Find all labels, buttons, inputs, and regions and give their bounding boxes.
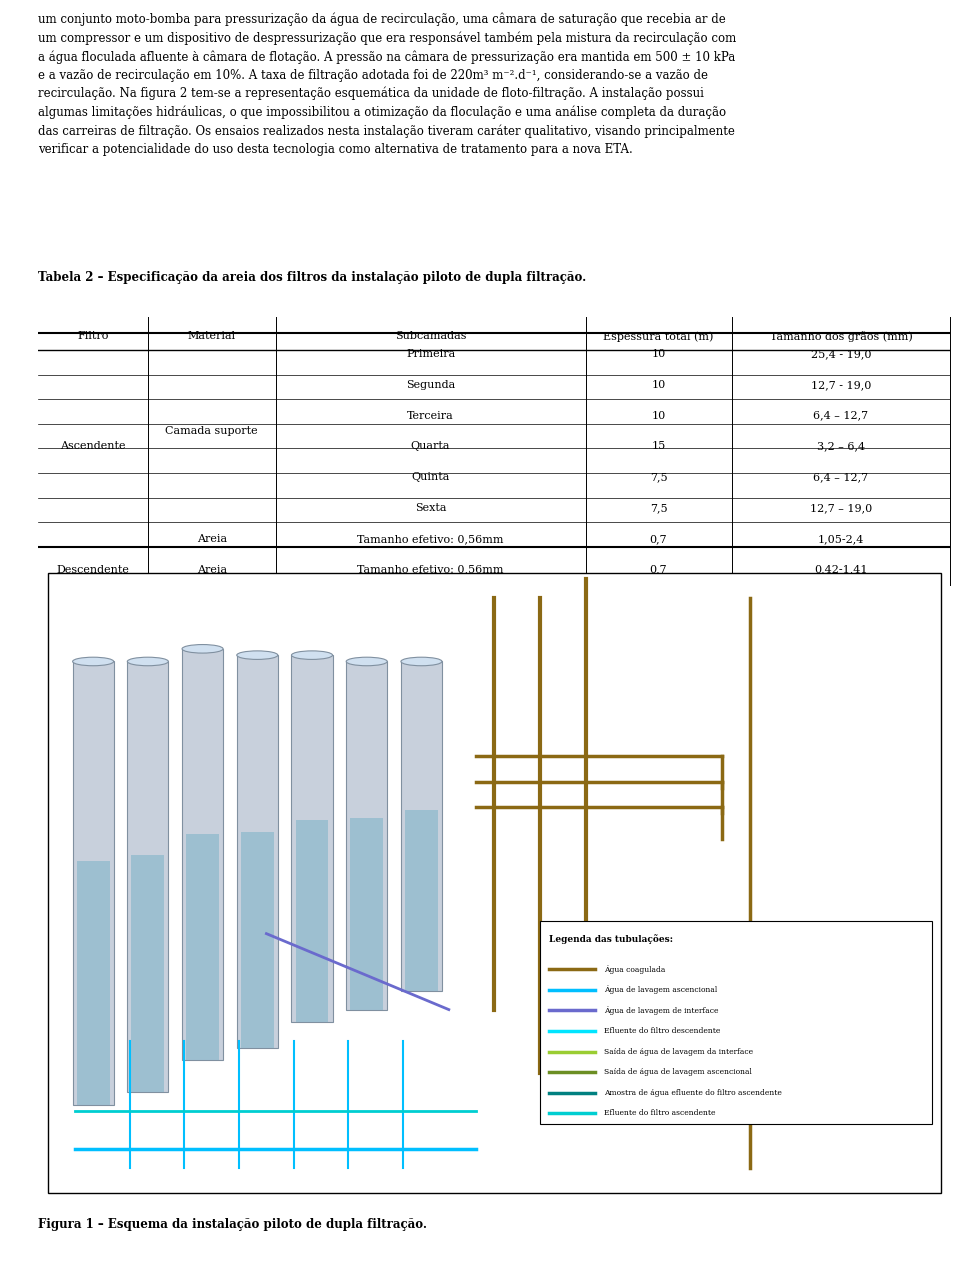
Text: 10: 10 bbox=[652, 349, 665, 359]
Text: 12,7 – 19,0: 12,7 – 19,0 bbox=[810, 503, 872, 513]
Text: Areia: Areia bbox=[197, 533, 227, 544]
Text: 3,2 – 6,4: 3,2 – 6,4 bbox=[817, 442, 865, 451]
Text: Descendente: Descendente bbox=[57, 565, 130, 574]
Text: Tabela 2 – Especificação da areia dos filtros da instalação piloto de dupla filt: Tabela 2 – Especificação da areia dos fi… bbox=[38, 272, 587, 284]
Text: Quarta: Quarta bbox=[411, 442, 450, 451]
Text: Material: Material bbox=[187, 331, 236, 340]
Ellipse shape bbox=[73, 657, 113, 665]
Ellipse shape bbox=[292, 650, 332, 659]
Text: Ascendente: Ascendente bbox=[60, 442, 126, 451]
Text: Tamanho efetivo: 0,56mm: Tamanho efetivo: 0,56mm bbox=[357, 533, 504, 544]
Text: um conjunto moto-bomba para pressurização da água de recirculação, uma câmara de: um conjunto moto-bomba para pressurizaçã… bbox=[38, 13, 736, 156]
Text: Água de lavagem ascencional: Água de lavagem ascencional bbox=[604, 986, 717, 994]
Text: 12,7 - 19,0: 12,7 - 19,0 bbox=[811, 380, 871, 390]
Ellipse shape bbox=[128, 657, 168, 665]
Bar bbox=[401, 662, 442, 991]
Bar bbox=[241, 832, 274, 1048]
Text: 15: 15 bbox=[652, 442, 665, 451]
Bar bbox=[296, 820, 328, 1022]
Text: 0,7: 0,7 bbox=[650, 565, 667, 574]
Text: Saída de água de lavagem da interface: Saída de água de lavagem da interface bbox=[604, 1048, 753, 1055]
Bar bbox=[405, 809, 438, 991]
Text: 10: 10 bbox=[652, 410, 665, 420]
Text: Figura 1 – Esquema da instalação piloto de dupla filtração.: Figura 1 – Esquema da instalação piloto … bbox=[38, 1218, 427, 1232]
Text: Legenda das tubulações:: Legenda das tubulações: bbox=[549, 933, 673, 944]
Bar bbox=[182, 649, 223, 1060]
Text: Tamanho efetivo: 0,56mm: Tamanho efetivo: 0,56mm bbox=[357, 565, 504, 574]
Text: Filtro: Filtro bbox=[78, 331, 108, 340]
Ellipse shape bbox=[182, 645, 223, 653]
Bar bbox=[540, 921, 932, 1124]
Text: Efluente do filtro descendente: Efluente do filtro descendente bbox=[604, 1027, 720, 1035]
Text: Areia: Areia bbox=[197, 565, 227, 574]
Text: Quinta: Quinta bbox=[412, 472, 449, 483]
Text: Saída de água de lavagem ascencional: Saída de água de lavagem ascencional bbox=[604, 1068, 752, 1076]
Bar bbox=[237, 655, 277, 1048]
Text: 1,05-2,4: 1,05-2,4 bbox=[818, 533, 864, 544]
Bar bbox=[350, 818, 383, 1010]
Bar bbox=[186, 834, 219, 1060]
Text: Efluente do filtro ascendente: Efluente do filtro ascendente bbox=[604, 1109, 715, 1118]
Ellipse shape bbox=[237, 650, 277, 659]
Ellipse shape bbox=[401, 657, 442, 665]
Bar bbox=[292, 655, 332, 1022]
Text: Água coagulada: Água coagulada bbox=[604, 965, 665, 974]
Text: Subcamadas: Subcamadas bbox=[395, 331, 467, 340]
Text: 6,4 – 12,7: 6,4 – 12,7 bbox=[813, 472, 869, 483]
Text: Tamanho dos grãos (mm): Tamanho dos grãos (mm) bbox=[770, 331, 912, 342]
Text: Amostra de água efluente do filtro ascendente: Amostra de água efluente do filtro ascen… bbox=[604, 1088, 781, 1097]
Bar bbox=[128, 662, 168, 1092]
Bar bbox=[73, 662, 113, 1105]
Text: Água de lavagem de interface: Água de lavagem de interface bbox=[604, 1006, 718, 1015]
Text: 10: 10 bbox=[652, 380, 665, 390]
Bar bbox=[347, 662, 387, 1010]
Text: Sexta: Sexta bbox=[415, 503, 446, 513]
Bar bbox=[77, 861, 109, 1105]
Text: Terceira: Terceira bbox=[407, 410, 454, 420]
Text: 7,5: 7,5 bbox=[650, 503, 667, 513]
Text: Espessura total (m): Espessura total (m) bbox=[604, 331, 713, 342]
Text: 7,5: 7,5 bbox=[650, 472, 667, 483]
Text: 0,7: 0,7 bbox=[650, 533, 667, 544]
Text: 6,4 – 12,7: 6,4 – 12,7 bbox=[813, 410, 869, 420]
Bar bbox=[132, 855, 164, 1092]
Text: 0,42-1,41: 0,42-1,41 bbox=[814, 565, 868, 574]
Text: Segunda: Segunda bbox=[406, 380, 455, 390]
Text: Primeira: Primeira bbox=[406, 349, 455, 359]
Text: 25,4 - 19,0: 25,4 - 19,0 bbox=[810, 349, 872, 359]
Text: Camada suporte: Camada suporte bbox=[165, 425, 258, 436]
Ellipse shape bbox=[347, 657, 387, 665]
